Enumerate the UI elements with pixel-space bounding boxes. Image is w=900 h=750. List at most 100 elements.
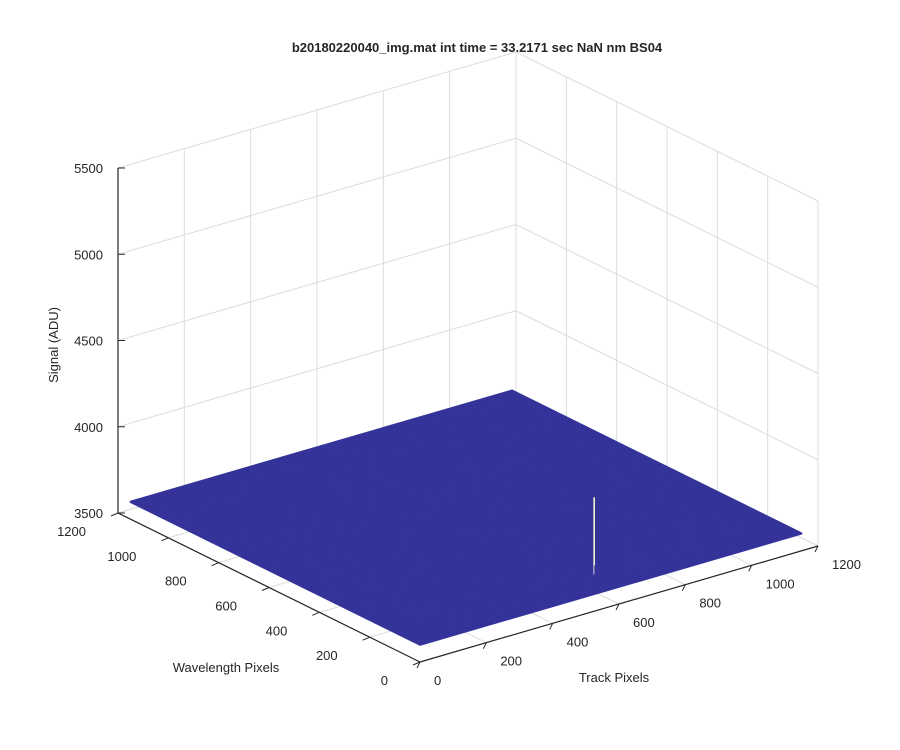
noise-dot [272, 542, 274, 544]
x-tick-label: 600 [633, 615, 655, 630]
noise-dot [214, 480, 216, 482]
noise-dot [342, 592, 344, 594]
noise-dot [285, 499, 287, 501]
y-tick-mark [161, 537, 169, 542]
noise-dot [434, 506, 436, 508]
noise-dot [455, 442, 457, 444]
noise-dot [394, 433, 396, 435]
noise-dot [315, 454, 317, 456]
noise-dot [525, 479, 527, 481]
noise-dot [354, 591, 356, 593]
x-tick-mark [416, 661, 421, 669]
noise-dot [415, 454, 417, 456]
noise-dot [516, 467, 518, 469]
noise-dot [545, 528, 547, 530]
x-tick-mark [482, 642, 487, 649]
noise-dot [304, 455, 306, 457]
noise-dot [563, 466, 565, 468]
noise-dot [374, 563, 376, 565]
noise-dot [591, 539, 593, 541]
noise-dot [212, 501, 214, 503]
noise-dot [304, 572, 306, 574]
noise-dot [526, 485, 528, 487]
noise-dot [533, 452, 535, 454]
noise-dot [533, 428, 535, 430]
x-tick-label: 1000 [766, 576, 795, 591]
noise-dot [680, 545, 682, 547]
y-tick-label: 200 [316, 648, 338, 663]
noise-dot [363, 433, 365, 435]
noise-dot [505, 444, 507, 446]
noise-dot [611, 585, 613, 587]
noise-dot [425, 613, 427, 615]
noise-dot [464, 441, 466, 443]
noise-dot [325, 576, 327, 578]
noise-dot [530, 539, 532, 541]
noise-dot [562, 434, 564, 436]
noise-dot [433, 613, 435, 615]
noise-dot [509, 473, 511, 475]
noise-dot [469, 602, 471, 604]
noise-dot [426, 494, 428, 496]
noise-dot [607, 439, 609, 441]
noise-dot [456, 413, 458, 415]
noise-dot [467, 574, 469, 576]
noise-dot [548, 539, 550, 541]
noise-dot [255, 559, 257, 561]
noise-dot [391, 487, 393, 489]
noise-dot [735, 525, 737, 527]
noise-dot [425, 604, 427, 606]
noise-dot [564, 451, 566, 453]
noise-dot [382, 550, 384, 552]
noise-dot [468, 621, 470, 623]
noise-dot [138, 503, 140, 505]
noise-dot [392, 603, 394, 605]
noise-dot [319, 484, 321, 486]
noise-dot [451, 560, 453, 562]
noise-dot [470, 469, 472, 471]
noise-dot [685, 506, 687, 508]
noise-dot [287, 520, 289, 522]
noise-dot [493, 404, 495, 406]
noise-dot [630, 577, 632, 579]
noise-dot [199, 529, 201, 531]
noise-dot [249, 557, 251, 559]
x-tick-label: 1200 [832, 557, 861, 572]
noise-dot [375, 601, 377, 603]
noise-dot [305, 545, 307, 547]
noise-dot [458, 506, 460, 508]
noise-dot [580, 482, 582, 484]
noise-dot [437, 604, 439, 606]
noise-dot [473, 487, 475, 489]
noise-dot [642, 568, 644, 570]
noise-dot [431, 486, 433, 488]
noise-dot [404, 476, 406, 478]
noise-dot [414, 529, 416, 531]
noise-dot [283, 489, 285, 491]
y-tick-mark [261, 587, 270, 591]
noise-dot [394, 549, 396, 551]
noise-dot [454, 495, 456, 497]
noise-dot [433, 499, 435, 501]
noise-dot [481, 525, 483, 527]
noise-dot [516, 454, 518, 456]
noise-dot [402, 620, 404, 622]
noise-dot [319, 562, 321, 564]
noise-dot [182, 502, 184, 504]
noise-dot [597, 535, 599, 537]
noise-dot [395, 487, 397, 489]
noise-dot [511, 533, 513, 535]
noise-dot [402, 602, 404, 604]
noise-dot [322, 560, 324, 562]
noise-dot [543, 423, 545, 425]
noise-dot [301, 504, 303, 506]
z-tick-label: 3500 [74, 506, 103, 521]
noise-dot [255, 479, 257, 481]
noise-dot [610, 449, 612, 451]
noise-dot [412, 600, 414, 602]
noise-dot [478, 598, 480, 600]
noise-dot [638, 516, 640, 518]
noise-dot [545, 420, 547, 422]
noise-dot [454, 611, 456, 613]
noise-dot [620, 478, 622, 480]
